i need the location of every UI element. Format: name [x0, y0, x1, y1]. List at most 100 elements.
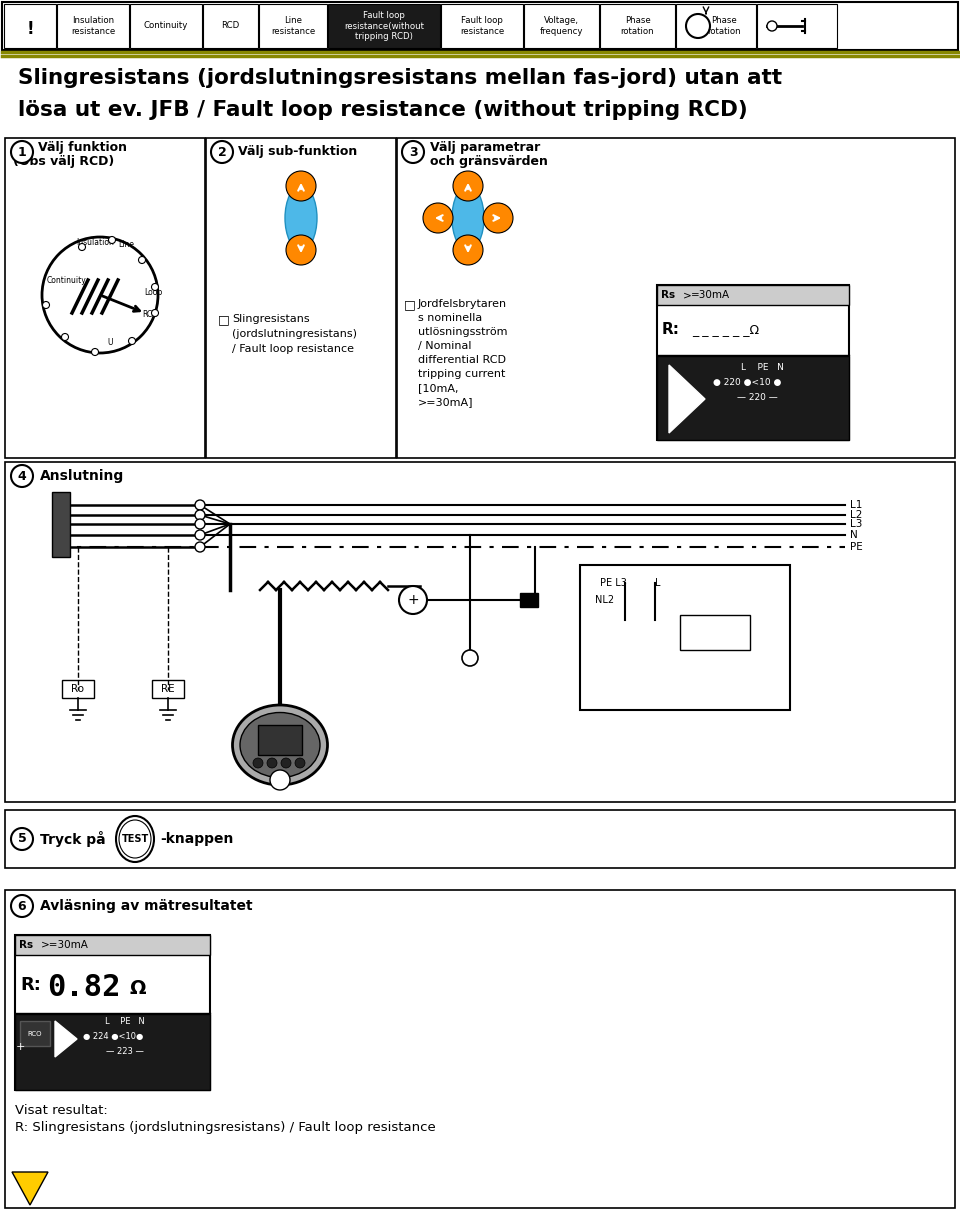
Text: Ro: Ro	[71, 683, 84, 694]
Circle shape	[108, 237, 115, 244]
Circle shape	[129, 337, 135, 345]
Bar	[206, 138, 396, 458]
Bar	[524, 4, 599, 49]
Text: Tryck på: Tryck på	[40, 832, 106, 847]
Circle shape	[399, 586, 427, 614]
Ellipse shape	[119, 819, 151, 858]
Text: Insulation: Insulation	[76, 238, 114, 246]
Text: 5: 5	[17, 833, 26, 845]
Text: Line: Line	[118, 240, 134, 249]
Circle shape	[195, 520, 205, 529]
Bar	[328, 4, 440, 49]
Text: Fault loop
resistance: Fault loop resistance	[460, 16, 504, 35]
Text: PE: PE	[850, 541, 863, 552]
Bar	[203, 4, 258, 49]
Bar	[580, 565, 790, 710]
Text: och gränsvärden: och gränsvärden	[430, 154, 548, 168]
Circle shape	[423, 203, 453, 233]
Text: RCO: RCO	[28, 1031, 42, 1037]
Circle shape	[11, 141, 33, 163]
Text: +: +	[407, 592, 419, 607]
Text: lösa ut ev. JFB / Fault loop resistance (without tripping RCD): lösa ut ev. JFB / Fault loop resistance …	[18, 100, 748, 120]
Bar	[680, 615, 750, 649]
Text: Insulation
resistance: Insulation resistance	[71, 16, 115, 35]
Circle shape	[195, 541, 205, 552]
Text: NL2: NL2	[595, 595, 614, 605]
Bar	[5, 463, 955, 802]
Circle shape	[138, 256, 146, 263]
Text: Anslutning: Anslutning	[40, 469, 124, 483]
Bar	[5, 138, 205, 458]
Bar	[5, 810, 955, 868]
Text: (jordslutningresistans): (jordslutningresistans)	[232, 329, 357, 339]
Bar	[20, 1021, 50, 1046]
Bar	[259, 4, 327, 49]
Bar	[152, 680, 184, 698]
Text: — 223 —: — 223 —	[106, 1046, 144, 1055]
Circle shape	[286, 171, 316, 202]
Text: RE: RE	[161, 683, 175, 694]
Circle shape	[195, 500, 205, 510]
Text: RCD: RCD	[222, 22, 240, 30]
Text: Välj sub-funktion: Välj sub-funktion	[238, 146, 357, 159]
Text: Slingresistans: Slingresistans	[232, 314, 310, 324]
Text: Välj funktion: Välj funktion	[38, 141, 127, 153]
Bar	[258, 725, 302, 755]
Text: 4: 4	[17, 470, 26, 482]
Bar	[441, 4, 523, 49]
Ellipse shape	[116, 816, 154, 862]
Circle shape	[79, 244, 85, 250]
Text: >=30mA: >=30mA	[41, 940, 89, 951]
Text: =30mA: =30mA	[691, 290, 731, 300]
Text: L    PE   N: L PE N	[740, 363, 783, 371]
Circle shape	[253, 758, 263, 768]
Bar	[15, 1014, 210, 1090]
Text: □: □	[218, 313, 229, 327]
Polygon shape	[55, 1021, 77, 1057]
Polygon shape	[669, 365, 705, 433]
Text: N: N	[850, 531, 857, 540]
Text: / Fault loop resistance: / Fault loop resistance	[232, 344, 354, 354]
Text: differential RCD: differential RCD	[418, 354, 506, 365]
Circle shape	[453, 236, 483, 265]
Bar	[4, 4, 56, 49]
Bar	[62, 680, 94, 698]
Text: 6: 6	[17, 900, 26, 913]
Circle shape	[767, 21, 777, 32]
Circle shape	[453, 171, 483, 202]
Text: / Nominal: / Nominal	[418, 341, 471, 351]
Text: 2: 2	[218, 146, 227, 159]
Bar	[520, 592, 538, 607]
Circle shape	[295, 758, 305, 768]
Text: _ _ _ _ _ _Ω: _ _ _ _ _ _Ω	[692, 323, 759, 336]
Text: tripping current: tripping current	[418, 369, 505, 379]
Text: L3: L3	[850, 520, 862, 529]
Bar	[657, 285, 849, 305]
Bar	[130, 4, 202, 49]
Bar	[600, 4, 675, 49]
Text: ● 220 ●<10 ●: ● 220 ●<10 ●	[713, 378, 781, 386]
Text: Phase
rotation: Phase rotation	[708, 16, 741, 35]
Ellipse shape	[232, 705, 327, 785]
Circle shape	[195, 510, 205, 520]
Text: [10mA,: [10mA,	[418, 382, 459, 393]
Circle shape	[462, 649, 478, 666]
Text: ● 224 ●<10●: ● 224 ●<10●	[83, 1032, 143, 1040]
Bar	[57, 4, 129, 49]
Circle shape	[42, 301, 50, 308]
Ellipse shape	[240, 713, 320, 777]
Text: — 220 —: — 220 —	[736, 392, 778, 402]
Text: Line
resistance: Line resistance	[271, 16, 315, 35]
Text: Välj parametrar: Välj parametrar	[430, 141, 540, 153]
Circle shape	[42, 237, 158, 353]
Text: □: □	[404, 299, 416, 312]
Circle shape	[211, 141, 233, 163]
Circle shape	[281, 758, 291, 768]
Text: R:: R:	[20, 976, 41, 994]
Text: Jordfelsbrytaren: Jordfelsbrytaren	[418, 299, 507, 310]
Circle shape	[91, 348, 99, 356]
Circle shape	[286, 236, 316, 265]
Text: 1: 1	[17, 146, 26, 159]
Circle shape	[11, 895, 33, 917]
Text: !: !	[26, 19, 34, 38]
